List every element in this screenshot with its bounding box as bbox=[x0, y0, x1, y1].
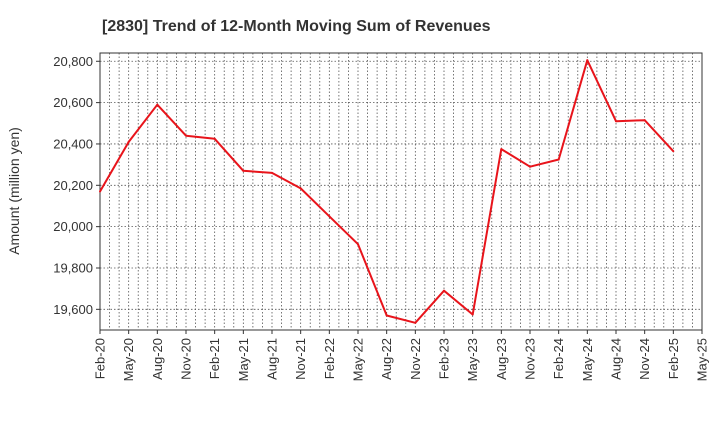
x-tick-label: Aug-23 bbox=[494, 338, 509, 380]
data-point bbox=[529, 165, 531, 168]
data-point bbox=[328, 215, 331, 218]
y-tick-label: 20,200 bbox=[53, 178, 93, 193]
data-point bbox=[156, 103, 159, 106]
x-tick-label: Nov-20 bbox=[179, 338, 194, 380]
x-tick-label: Nov-24 bbox=[637, 338, 652, 380]
y-tick-label: 20,000 bbox=[53, 219, 93, 234]
x-tick-label: May-25 bbox=[695, 338, 710, 381]
x-tick-label: Feb-22 bbox=[322, 338, 337, 379]
x-tick-label: Feb-23 bbox=[437, 338, 452, 379]
data-series bbox=[99, 59, 675, 324]
data-point bbox=[586, 59, 589, 62]
x-tick-label: May-22 bbox=[351, 338, 366, 381]
x-tick-label: May-23 bbox=[465, 338, 480, 381]
y-axis-label: Amount (million yen) bbox=[6, 127, 22, 255]
x-axis-ticks: Feb-20 May-20 Aug-20 Nov-20 Feb-21 May-21 Aug-… bbox=[93, 330, 710, 381]
y-tick-label: 20,400 bbox=[53, 136, 93, 151]
data-point bbox=[643, 119, 646, 122]
y-tick-label: 19,600 bbox=[53, 302, 93, 317]
y-tick-label: 19,800 bbox=[53, 260, 93, 275]
data-point bbox=[672, 150, 675, 153]
x-tick-label: Aug-21 bbox=[265, 338, 280, 380]
data-point bbox=[299, 187, 302, 190]
data-point bbox=[471, 313, 474, 316]
plot-area-frame bbox=[99, 52, 703, 331]
data-point bbox=[443, 289, 445, 292]
data-point bbox=[357, 243, 359, 246]
x-tick-label: Nov-22 bbox=[408, 338, 423, 380]
data-point bbox=[414, 321, 417, 324]
data-point bbox=[185, 134, 187, 137]
chart-title: [2830] Trend of 12-Month Moving Sum of R… bbox=[102, 18, 491, 35]
x-tick-label: Nov-23 bbox=[523, 338, 538, 380]
data-point bbox=[271, 171, 273, 174]
x-tick-label: Nov-21 bbox=[293, 338, 308, 380]
data-point bbox=[99, 190, 101, 193]
x-tick-label: Feb-21 bbox=[207, 338, 222, 379]
data-point bbox=[385, 314, 388, 317]
x-tick-label: Feb-20 bbox=[93, 338, 108, 379]
y-tick-label: 20,600 bbox=[53, 95, 93, 110]
x-tick-label: May-20 bbox=[121, 338, 136, 381]
y-tick-label: 20,800 bbox=[53, 54, 93, 69]
data-point bbox=[557, 158, 560, 161]
x-tick-label: Feb-24 bbox=[551, 338, 566, 379]
x-tick-label: May-24 bbox=[580, 338, 595, 381]
grid-lines bbox=[100, 53, 702, 330]
data-point bbox=[213, 137, 216, 140]
data-point bbox=[615, 120, 617, 123]
data-point bbox=[127, 140, 130, 143]
x-tick-label: Feb-25 bbox=[666, 338, 681, 379]
x-tick-label: May-21 bbox=[236, 338, 251, 381]
data-point bbox=[500, 148, 503, 151]
x-tick-label: Aug-24 bbox=[609, 338, 624, 380]
data-point bbox=[242, 169, 245, 172]
y-axis-ticks: 19,600 19,800 20,000 20,200 20,400 20,600 20,8… bbox=[53, 54, 100, 317]
x-tick-label: Aug-20 bbox=[150, 338, 165, 380]
x-tick-label: Aug-22 bbox=[379, 338, 394, 380]
